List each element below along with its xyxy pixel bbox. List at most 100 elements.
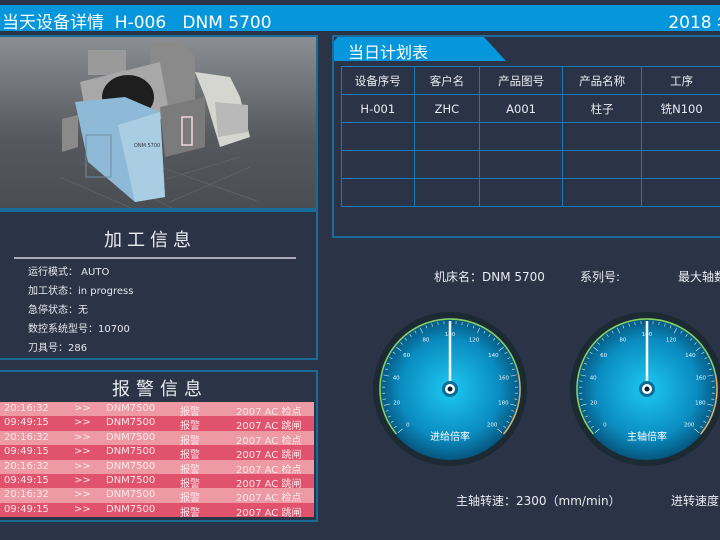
gauge-tick <box>472 325 475 329</box>
gauge-tick <box>586 357 590 360</box>
alarm-row[interactable]: 09:49:15 >> DNM7500 报警 2007 AC 跳闸 <box>0 416 314 432</box>
gauge-tick <box>396 346 402 352</box>
table-cell <box>413 150 481 179</box>
column-header: 设备序号 <box>341 66 415 95</box>
gauge-tick <box>590 425 594 429</box>
table-cell <box>413 178 481 207</box>
gauge-tick <box>593 346 599 352</box>
table-row[interactable] <box>341 122 720 151</box>
alarm-machine: DNM7500 <box>106 431 156 443</box>
table-cell <box>641 150 720 179</box>
feed-rate-gauge: 020406080100120140160180200进给倍率 <box>373 312 527 466</box>
alarm-machine: DNM7500 <box>106 474 156 486</box>
machine-image-panel: DNM 5700 <box>0 35 318 210</box>
info-row-tool: 刀具号：286 <box>28 343 88 354</box>
gauge-tick <box>606 334 609 337</box>
table-cell: ZHC <box>413 94 481 123</box>
alarm-machine: DNM7500 <box>106 446 156 458</box>
alarm-row[interactable]: 09:49:15 >> DNM7500 报警 2007 AC 跳闸 <box>0 473 314 490</box>
gauge-tick <box>669 325 672 329</box>
gauge-arc <box>576 318 717 435</box>
gauge-tick <box>707 403 714 406</box>
gauge-tick <box>404 337 408 341</box>
table-row[interactable] <box>341 178 720 207</box>
alarm-row[interactable]: 20:16:32 >> DNM7500 报警 2007 AC 检点 <box>0 430 314 447</box>
gauge-tick-label: 120 <box>666 338 677 344</box>
gauge-tick <box>425 325 428 329</box>
gauge-tick <box>580 403 587 406</box>
alarm-row[interactable]: 20:16:32 >> DNM7500 报警 2007 AC 检点 <box>0 459 314 476</box>
gauge-tick <box>507 357 511 360</box>
gauge-tick-label: 20 <box>590 400 597 406</box>
gauge-tick <box>616 327 621 334</box>
table-row[interactable]: H-001 ZHC A001 柱子 铣N100 <box>341 94 720 123</box>
gauge-tick-label: 160 <box>696 376 707 382</box>
table-cell <box>413 122 481 151</box>
table-row[interactable] <box>341 150 720 179</box>
gauge-tick <box>393 425 397 429</box>
alarm-code: 2007 AC 检点 <box>236 407 302 418</box>
gauge-tick <box>622 325 625 329</box>
gauge-tick <box>437 322 439 326</box>
header-date: 2018 年 <box>668 13 720 33</box>
gauge-tick <box>680 330 683 334</box>
gauge-tick <box>383 374 390 377</box>
alarm-machine: DNM7500 <box>106 403 156 414</box>
gauge-tick <box>387 415 391 418</box>
series-number: 系列号: <box>580 270 621 284</box>
gauge-tick <box>589 351 593 355</box>
gauge-tick <box>587 420 591 423</box>
alarm-code: 2007 AC 跳闸 <box>236 507 302 519</box>
alarm-time: 09:49:15 <box>4 474 49 486</box>
daily-plan-panel: 当日计划表 设备序号 客户名 产品图号 产品名称 工序 H-001 ZHC A001 柱子 铣N1… <box>332 35 720 238</box>
column-header: 工序 <box>641 66 720 95</box>
column-header: 产品名称 <box>561 66 643 95</box>
alarm-type: 报警 <box>180 435 200 447</box>
alarm-code: 2007 AC 检点 <box>236 435 302 447</box>
table-cell <box>641 122 720 151</box>
gauge-tick <box>461 322 463 326</box>
gauge-tick <box>389 357 393 360</box>
gauge-tick <box>628 323 630 327</box>
gauge-tick-label: 140 <box>488 353 499 359</box>
processing-info-panel: 加工信息 运行模式： AUTO 加工状态：in progress 急停状态：无 … <box>0 210 318 360</box>
alarm-row[interactable]: 09:49:15 >> DNM7500 报警 2007 AC 跳闸 <box>0 445 314 461</box>
table-cell: 柱子 <box>561 94 643 123</box>
alarm-type: 报警 <box>180 407 200 418</box>
gauge-tick <box>511 410 515 412</box>
gauge-tick <box>707 374 714 377</box>
info-row-cnc-model: 数控系统型号：10700 <box>28 324 130 335</box>
gauge-tick <box>706 362 710 365</box>
gauge-tick <box>384 368 388 371</box>
table-cell <box>479 150 563 179</box>
spindle-rate-gauge: 020406080100120140160180200主轴倍率 <box>570 312 720 466</box>
gauge-tick <box>701 351 705 355</box>
gauge-tick-label: 180 <box>498 400 509 406</box>
gauge-tick <box>419 327 424 334</box>
gauge-tick <box>488 334 491 337</box>
gauge-tick-label: 180 <box>695 400 706 406</box>
gauge-tick <box>689 337 693 341</box>
gauge-tick <box>383 403 390 406</box>
gauge-tick <box>597 342 600 345</box>
alarm-code: 2007 AC 检点 <box>236 493 302 505</box>
alarm-row[interactable]: 20:16:32 >> DNM7500 报警 2007 AC 检点 <box>0 488 314 505</box>
table-cell <box>561 178 643 207</box>
table-cell <box>341 122 415 151</box>
gauge-tick <box>510 374 517 377</box>
gauge-tick <box>390 420 394 423</box>
gauge-tick <box>581 368 585 371</box>
alarm-row[interactable]: 09:49:15 >> DNM7500 报警 2007 AC 跳闸 <box>0 502 314 519</box>
alarm-type: 报警 <box>180 507 200 519</box>
gauge-tick <box>704 357 708 360</box>
gauge-tick <box>611 330 614 334</box>
gauge-tick <box>510 403 517 406</box>
gauge-tick-label: 40 <box>393 376 400 382</box>
gauge-tick-label: 160 <box>499 376 510 382</box>
column-header: 客户名 <box>413 66 481 95</box>
alarm-title: 报警信息 <box>112 379 208 400</box>
alarm-row[interactable]: 20:16:32 >> DNM7500 报警 2007 AC 检点 <box>0 402 314 418</box>
gauge-tick-label: 60 <box>403 353 410 359</box>
gauge-tick <box>385 410 389 412</box>
table-cell <box>561 150 643 179</box>
